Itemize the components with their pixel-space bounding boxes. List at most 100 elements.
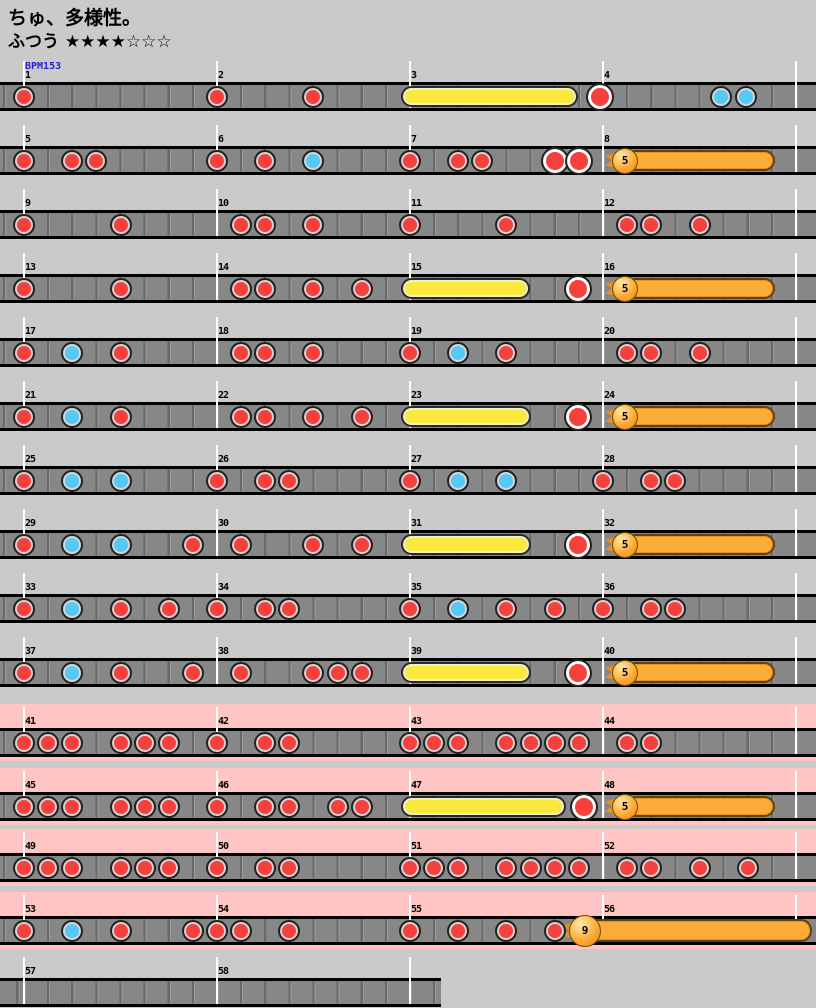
measure-line	[795, 509, 797, 556]
difficulty-stars: ★★★★☆☆☆	[64, 32, 172, 52]
don-note	[327, 662, 349, 684]
balloon-bar	[625, 796, 775, 817]
don-note	[254, 214, 276, 236]
don-note	[399, 150, 421, 172]
don-note	[37, 732, 59, 754]
don-note	[278, 796, 300, 818]
lane-bottom-border	[0, 818, 816, 821]
don-note	[13, 470, 35, 492]
measure-lane-row-14: 53 54 55 56 9	[0, 895, 816, 947]
measure-number: 4	[604, 70, 610, 81]
don-note	[206, 598, 228, 620]
measure-line	[795, 573, 797, 620]
don-note	[37, 796, 59, 818]
balloon-note: 9	[569, 914, 601, 947]
don-note	[13, 534, 35, 556]
don-note	[351, 278, 373, 300]
measure-number: 39	[411, 646, 422, 657]
measure-lane-row-6: 21 22 23 24 5	[0, 381, 816, 431]
measure-line	[216, 253, 218, 300]
measure-line	[409, 573, 411, 620]
don-note	[13, 214, 35, 236]
don-note	[520, 857, 542, 879]
measure-line	[409, 125, 411, 172]
measure-number: 55	[411, 904, 422, 915]
measure-number: 43	[411, 716, 422, 727]
lane-bottom-border	[0, 428, 816, 431]
don-note	[254, 598, 276, 620]
don-note	[110, 796, 132, 818]
lane-top-border	[0, 978, 441, 981]
don-note	[495, 857, 517, 879]
don-note	[544, 857, 566, 879]
don-note	[689, 857, 711, 879]
don-note	[230, 278, 252, 300]
measure-number: 53	[25, 904, 36, 915]
don-note	[568, 732, 590, 754]
measure-line	[23, 957, 25, 1004]
don-note	[399, 214, 421, 236]
measure-line	[23, 317, 25, 364]
measure-line	[23, 509, 25, 556]
don-note	[206, 857, 228, 879]
don-note	[399, 732, 421, 754]
measure-number: 1	[25, 70, 31, 81]
lane-bottom-border	[0, 556, 816, 559]
measure-number: 58	[218, 966, 229, 977]
don-note	[640, 598, 662, 620]
ka-note	[61, 470, 83, 492]
don-note	[110, 342, 132, 364]
drumroll-bar	[401, 406, 531, 427]
measure-line	[602, 573, 604, 620]
don-note	[230, 406, 252, 428]
don-note	[13, 406, 35, 428]
measure-line	[409, 832, 411, 879]
measure-number: 13	[25, 262, 36, 273]
balloon-bar	[585, 919, 812, 942]
measure-number: 21	[25, 390, 36, 401]
don-note	[206, 920, 228, 942]
lane-top-border	[0, 658, 816, 661]
bpm-label: BPM153	[25, 61, 62, 72]
don-note	[495, 732, 517, 754]
don-note	[737, 857, 759, 879]
measure-line	[795, 832, 797, 879]
measure-number: 36	[604, 582, 615, 593]
don-note	[302, 662, 324, 684]
don-note	[230, 920, 252, 942]
don-note	[568, 857, 590, 879]
measure-line	[23, 771, 25, 818]
lane-top-border	[0, 530, 816, 533]
measure-number: 31	[411, 518, 422, 529]
measure-number: 7	[411, 134, 417, 145]
don-note	[158, 598, 180, 620]
don-note	[640, 342, 662, 364]
don-note	[13, 342, 35, 364]
don-note	[13, 150, 35, 172]
don-note	[302, 278, 324, 300]
lane-bottom-border	[0, 620, 816, 623]
don-note	[351, 406, 373, 428]
lane-top-border	[0, 146, 816, 149]
measure-number: 56	[604, 904, 615, 915]
measure-number: 15	[411, 262, 422, 273]
song-title: ちゅ、多様性。	[8, 7, 142, 29]
balloon-bar	[625, 534, 775, 555]
balloon-bar	[625, 150, 775, 171]
don-note	[327, 796, 349, 818]
measure-line	[216, 61, 218, 108]
measure-line	[602, 381, 604, 428]
don-note	[399, 470, 421, 492]
measure-line	[602, 637, 604, 684]
don-note	[230, 662, 252, 684]
ka-note	[710, 86, 732, 108]
don-note	[616, 342, 638, 364]
lane-top-border	[0, 210, 816, 213]
measure-line	[409, 61, 411, 108]
don-note	[110, 598, 132, 620]
measure-line	[216, 317, 218, 364]
difficulty-label: ふつう	[8, 32, 59, 52]
ka-note	[110, 534, 132, 556]
measure-lane-row-7: 25 26 27 28	[0, 445, 816, 495]
